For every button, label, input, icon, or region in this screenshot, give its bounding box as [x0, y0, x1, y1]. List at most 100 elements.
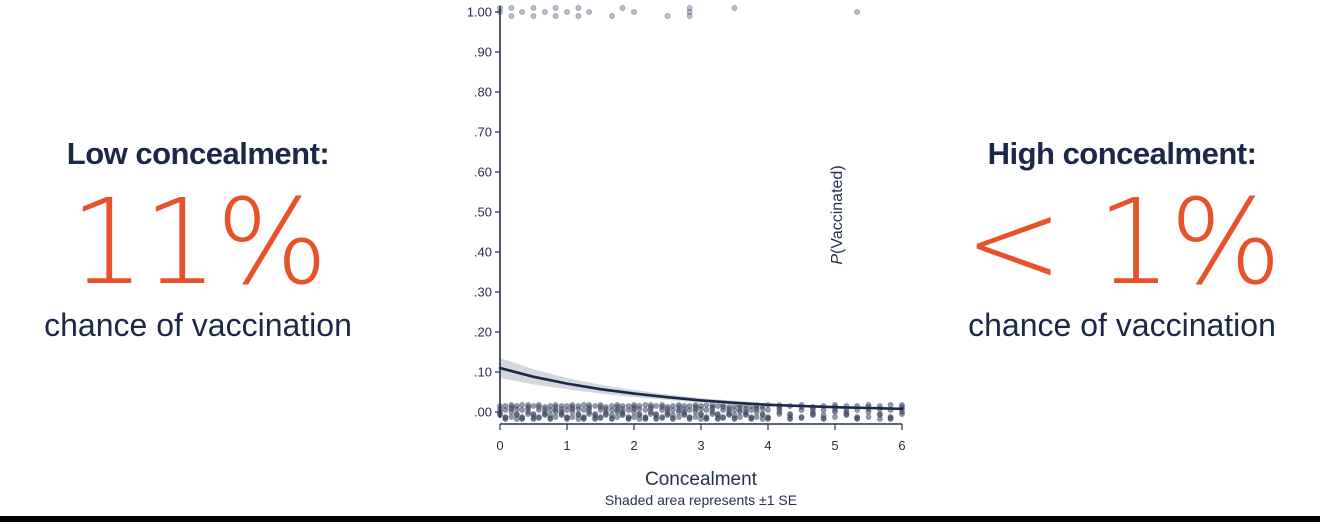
data-point-not-vaccinated	[580, 414, 587, 420]
data-point-not-vaccinated	[642, 407, 649, 413]
data-point-not-vaccinated	[748, 414, 755, 420]
y-tick-label: .70	[474, 125, 492, 140]
data-point-vaccinated	[541, 9, 548, 15]
data-point-not-vaccinated	[519, 414, 525, 420]
data-point-not-vaccinated	[564, 414, 570, 420]
data-point-vaccinated	[631, 9, 637, 15]
data-point-not-vaccinated	[681, 412, 688, 418]
data-point-not-vaccinated	[619, 412, 626, 418]
data-point-not-vaccinated	[887, 414, 894, 420]
data-point-not-vaccinated	[703, 414, 710, 420]
data-point-not-vaccinated	[843, 412, 850, 418]
data-point-not-vaccinated	[787, 415, 793, 421]
data-point-not-vaccinated	[753, 414, 760, 420]
data-point-not-vaccinated	[664, 412, 671, 418]
data-point-not-vaccinated	[647, 406, 654, 412]
data-point-not-vaccinated	[586, 406, 592, 412]
y-tick-label: .20	[474, 325, 492, 340]
data-point-not-vaccinated	[535, 404, 542, 410]
high-concealment-panel: High concealment: < 1% chance of vaccina…	[924, 128, 1320, 345]
data-point-not-vaccinated	[832, 409, 838, 415]
y-tick-label: 1.00	[467, 5, 492, 20]
bottom-bar	[0, 516, 1320, 522]
data-point-not-vaccinated	[659, 404, 665, 410]
data-point-not-vaccinated	[552, 404, 559, 410]
data-point-not-vaccinated	[530, 415, 537, 421]
data-point-not-vaccinated	[698, 416, 704, 422]
data-point-not-vaccinated	[832, 414, 838, 420]
data-point-vaccinated	[686, 9, 693, 15]
data-point-not-vaccinated	[748, 407, 755, 413]
data-point-not-vaccinated	[726, 406, 732, 412]
y-tick-label: .80	[474, 85, 492, 100]
se-note: Shaded area represents ±1 SE	[605, 492, 797, 508]
low-concealment-caption: chance of vaccination	[44, 307, 352, 343]
data-point-not-vaccinated	[765, 414, 771, 420]
data-point-not-vaccinated	[513, 416, 520, 422]
data-point-not-vaccinated	[597, 414, 604, 420]
data-point-not-vaccinated	[614, 404, 621, 410]
data-point-not-vaccinated	[692, 414, 699, 420]
data-point-vaccinated	[508, 13, 515, 19]
x-axis-label: Concealment	[645, 469, 758, 490]
data-point-not-vaccinated	[731, 407, 738, 413]
data-point-not-vaccinated	[608, 407, 615, 413]
data-point-not-vaccinated	[519, 407, 525, 413]
x-tick-label: 6	[898, 438, 905, 453]
data-point-not-vaccinated	[742, 412, 749, 418]
y-axis-label-rest: (Vaccinated)	[829, 165, 846, 254]
data-point-not-vaccinated	[508, 406, 515, 412]
data-point-not-vaccinated	[552, 409, 559, 415]
data-point-not-vaccinated	[681, 403, 688, 409]
data-point-not-vaccinated	[686, 407, 693, 413]
data-point-not-vaccinated	[736, 409, 743, 415]
data-point-not-vaccinated	[625, 407, 632, 413]
low-concealment-value: 11%	[69, 173, 328, 311]
data-point-vaccinated	[530, 5, 537, 11]
y-tick-label: .60	[474, 165, 492, 180]
fit-line	[498, 366, 904, 411]
data-point-not-vaccinated	[642, 414, 649, 420]
data-point-not-vaccinated	[530, 403, 537, 409]
data-point-not-vaccinated	[558, 403, 565, 409]
data-point-not-vaccinated	[820, 407, 827, 413]
data-point-not-vaccinated	[575, 403, 582, 409]
low-concealment-panel: Low concealment: 11% chance of vaccinati…	[0, 128, 396, 345]
y-tick-label: .10	[474, 365, 492, 380]
data-point-not-vaccinated	[513, 403, 520, 409]
data-point-not-vaccinated	[558, 412, 565, 418]
data-point-not-vaccinated	[642, 402, 649, 408]
data-point-not-vaccinated	[709, 406, 716, 412]
data-point-not-vaccinated	[876, 416, 883, 422]
data-point-vaccinated	[508, 5, 515, 11]
x-tick-label: 3	[697, 438, 704, 453]
low-concealment-heading: Low concealment:	[66, 136, 330, 171]
data-point-vaccinated	[608, 13, 615, 19]
data-points	[497, 5, 905, 422]
data-point-vaccinated	[731, 5, 738, 11]
high-concealment-heading: High concealment:	[987, 136, 1257, 171]
data-point-vaccinated	[686, 13, 693, 19]
data-point-not-vaccinated	[809, 412, 816, 418]
data-point-not-vaccinated	[608, 415, 615, 421]
data-point-vaccinated	[686, 5, 693, 11]
x-tick-label: 4	[764, 438, 771, 453]
data-point-not-vaccinated	[508, 414, 515, 420]
data-point-vaccinated	[519, 9, 525, 15]
data-point-not-vaccinated	[653, 415, 659, 421]
data-point-vaccinated	[552, 5, 559, 11]
y-axis-label-italic: P	[829, 254, 846, 265]
data-point-not-vaccinated	[535, 414, 542, 420]
data-point-not-vaccinated	[865, 414, 872, 420]
data-point-not-vaccinated	[614, 409, 621, 415]
data-point-not-vaccinated	[502, 407, 509, 413]
data-point-not-vaccinated	[675, 404, 682, 410]
x-tick-label: 2	[630, 438, 637, 453]
data-point-not-vaccinated	[675, 409, 682, 415]
data-point-not-vaccinated	[720, 404, 726, 410]
data-point-vaccinated	[854, 9, 860, 15]
data-point-not-vaccinated	[720, 414, 726, 420]
data-point-not-vaccinated	[686, 414, 693, 420]
data-point-not-vaccinated	[580, 407, 587, 413]
data-point-not-vaccinated	[597, 404, 604, 410]
